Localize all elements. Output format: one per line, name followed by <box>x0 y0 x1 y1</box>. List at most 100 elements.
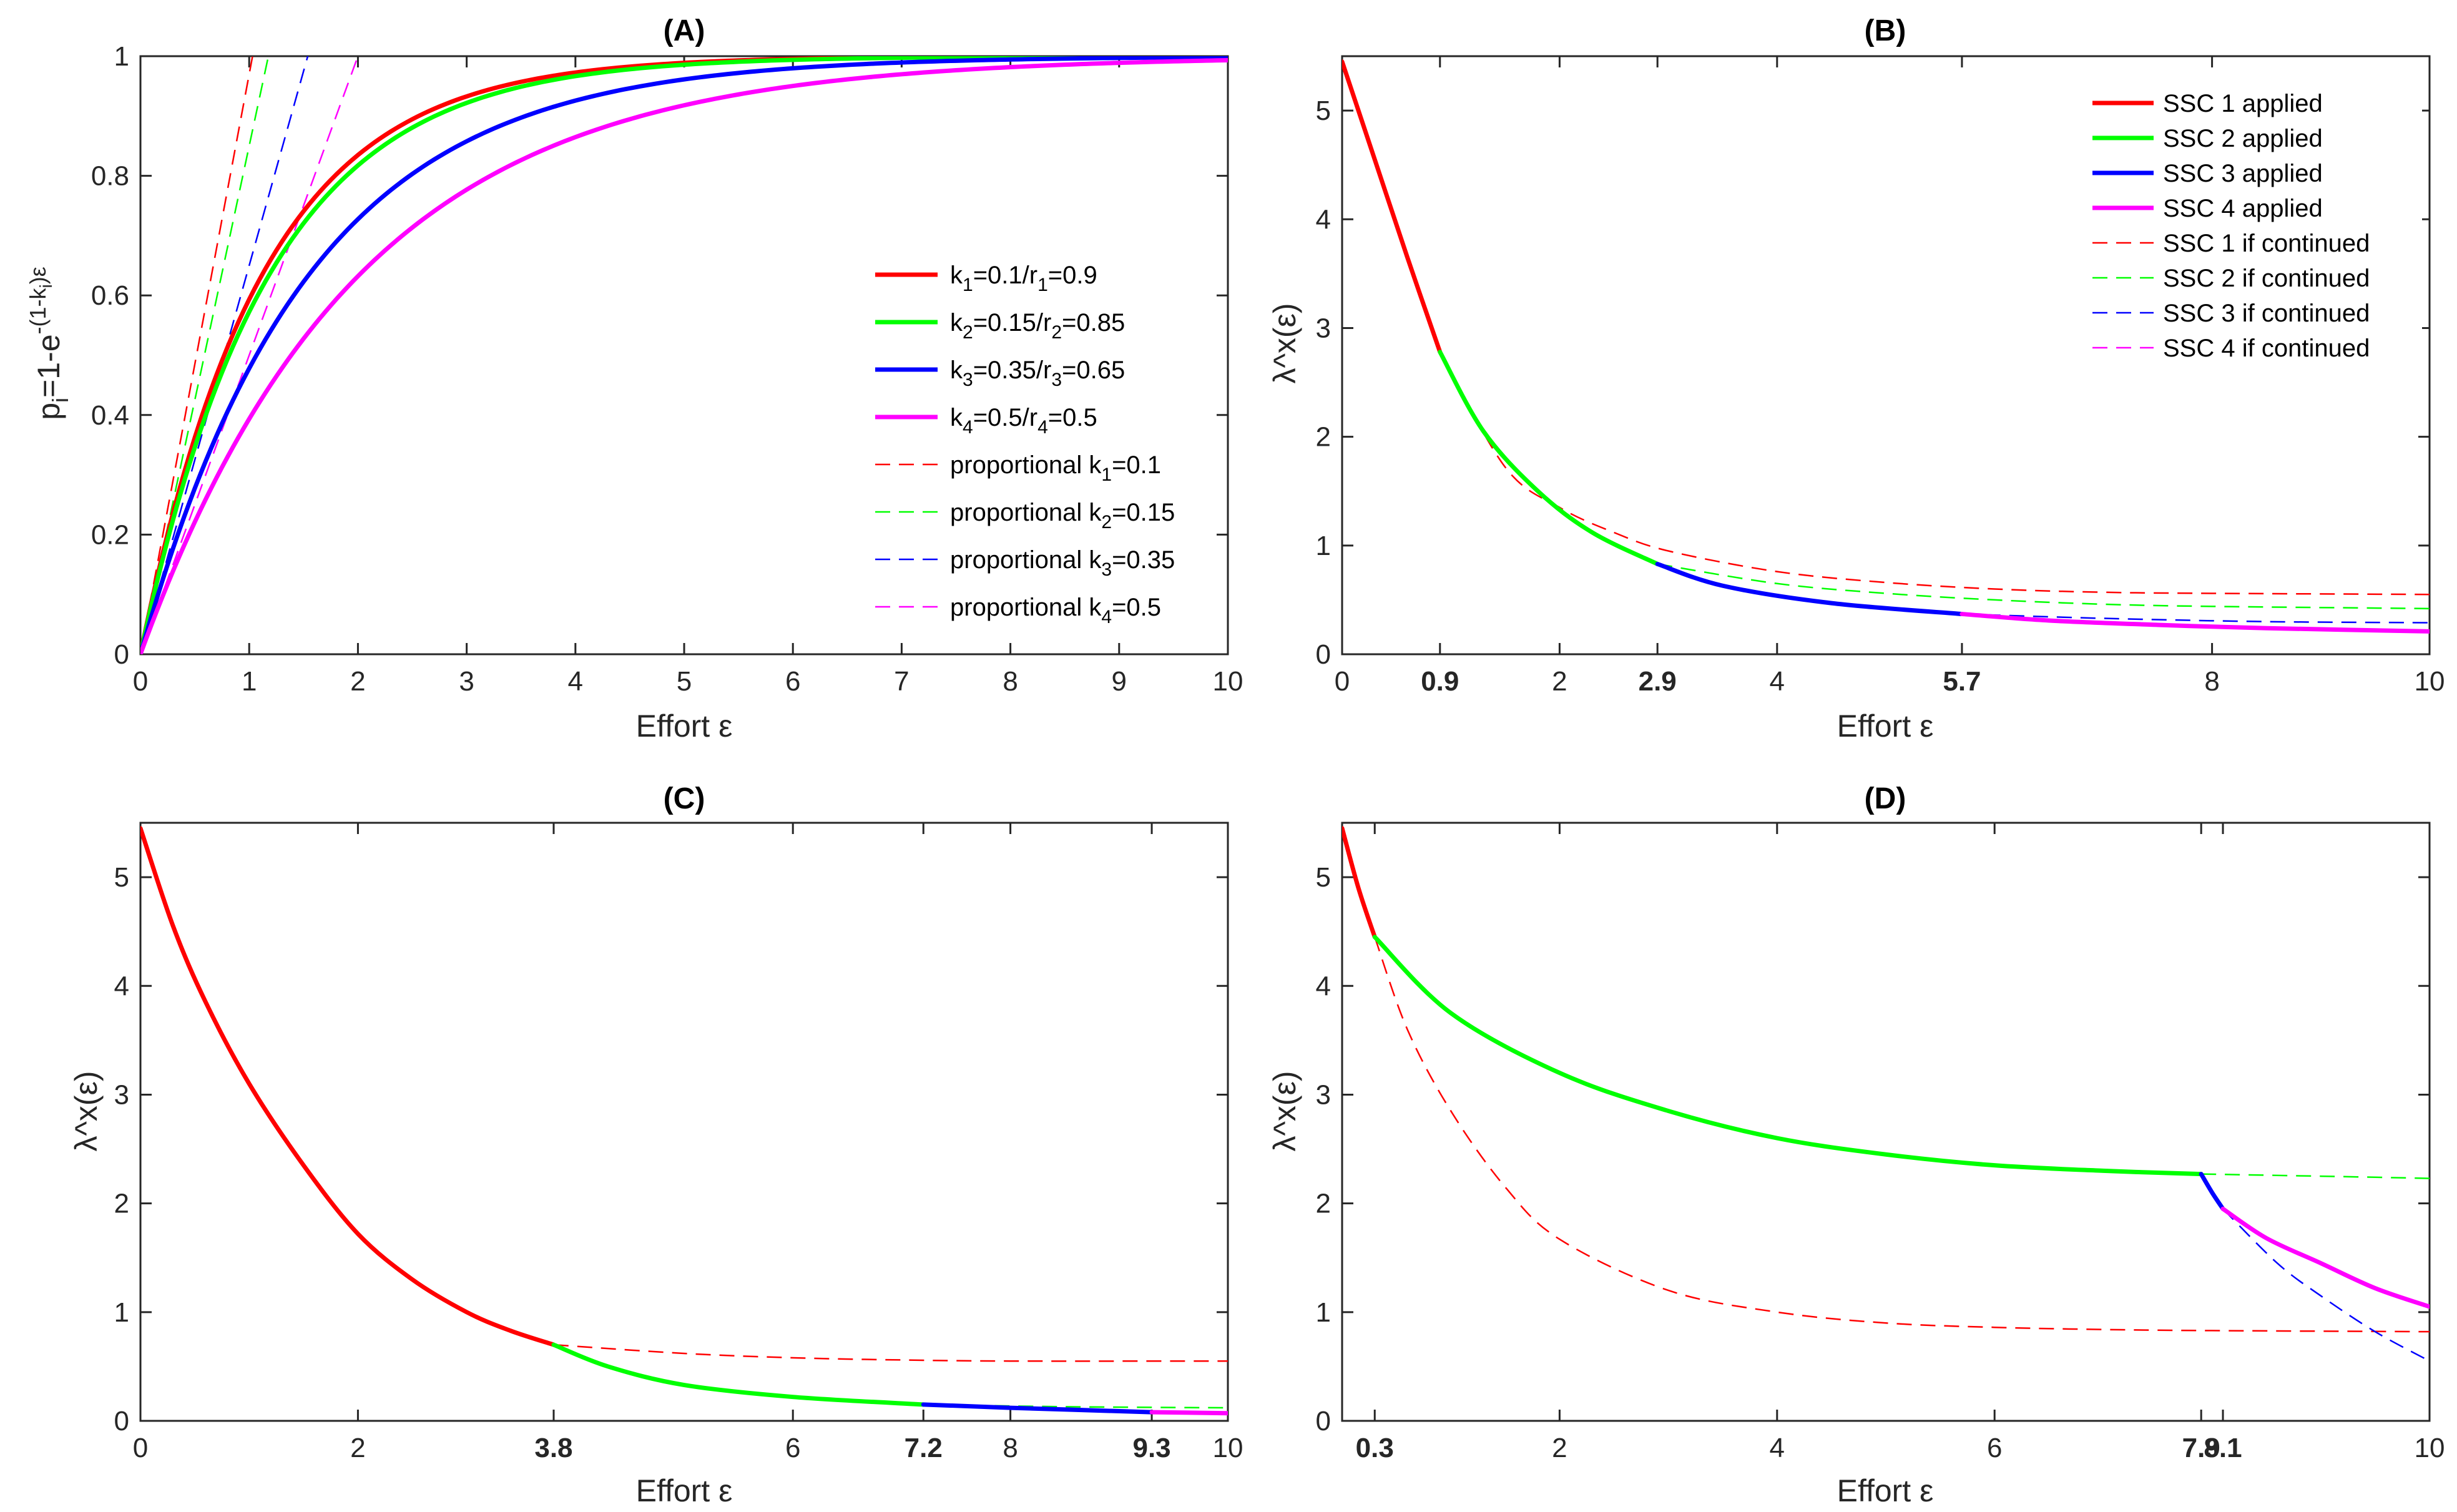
panel-a-xtick-label: 5 <box>677 666 692 697</box>
panel-b-legend-label: SSC 4 if continued <box>2163 335 2370 362</box>
panel-c-xtick-label: 10 <box>1213 1433 1243 1463</box>
panel-d-axes-box <box>1341 822 2431 1422</box>
panel-b-plot-area <box>1342 59 2430 634</box>
panel-b-legend-label: SSC 3 applied <box>2163 160 2323 187</box>
panel-b-xtick-label: 0.9 <box>1421 666 1459 697</box>
panel-a-xtick-label: 4 <box>568 666 583 697</box>
panel-b-ylabel: λ^x(ε) <box>1267 303 1302 383</box>
panel-d-xtick-label: 10 <box>2415 1433 2445 1463</box>
panel-c-xtick-label: 8 <box>1003 1433 1018 1463</box>
panel-a-ylabel: pi=1-e-(1-ki)ε <box>25 267 73 420</box>
panel-b-axes-box <box>1341 55 2431 655</box>
svg-text:λ^x(ε): λ^x(ε) <box>1267 303 1302 383</box>
panel-a-legend-label: proportional k3=0.35 <box>950 546 1175 580</box>
panel-c-ytick-label: 1 <box>114 1297 129 1328</box>
panel-c-xtick-label: 3.8 <box>534 1433 572 1463</box>
panel-c-xtick-label: 7.2 <box>905 1433 943 1463</box>
panel-b-series-ssc-3-if-continued <box>1961 613 2430 624</box>
panel-a-legend-label: proportional k2=0.15 <box>950 499 1175 533</box>
panel-c-ytick-label: 4 <box>114 971 129 1001</box>
panel-b-series-ssc-2-applied <box>1438 350 1660 566</box>
panel-d-xtick-label: 4 <box>1770 1433 1785 1463</box>
panel-b: (B) λ^x(ε) Effort ε 0 0.9 2 2.9 4 5.7 8 10 0 1 2 3 4… <box>1267 14 2445 744</box>
panel-c: (C) λ^x(ε) Effort ε 0 2 3.8 6 7.2 8 9.3 10 0 1 2 3 4… <box>69 782 1243 1508</box>
panel-a-legend-label: k1=0.1/r1=0.9 <box>950 262 1097 295</box>
panel-c-series-ssc-2-applied <box>551 1342 926 1407</box>
panel-a-series-k3-0-35-r3-0-65 <box>140 56 1228 654</box>
panel-d-title: (D) <box>1865 782 1906 815</box>
panel-d-xtick-label: 0.3 <box>1356 1433 1394 1463</box>
panel-a-xtick-label: 10 <box>1213 666 1243 697</box>
panel-b-series-ssc-2-if-continued <box>1657 563 2430 610</box>
panel-a-xtick-label: 2 <box>350 666 365 697</box>
panel-b-xtick-label: 8 <box>2204 666 2219 697</box>
panel-b-xtick-label: 10 <box>2415 666 2445 697</box>
panel-d-series-ssc-4-applied <box>2220 1206 2430 1309</box>
panel-a-legend-label: proportional k1=0.1 <box>950 451 1161 485</box>
panel-c-xtick-label: 2 <box>350 1433 365 1463</box>
panel-b-xtick-label: 2 <box>1552 666 1567 697</box>
panel-d-plot-area <box>1342 826 2430 1362</box>
panel-d-series-ssc-3-if-continued <box>2222 1208 2430 1362</box>
panel-c-ytick-label: 3 <box>114 1079 129 1110</box>
panel-a-plot-area <box>140 56 1228 654</box>
panel-a-xtick-label: 6 <box>785 666 800 697</box>
panel-b-legend-label: SSC 4 applied <box>2163 195 2323 222</box>
panel-a-ytick-label: 0.2 <box>91 519 129 550</box>
panel-a-legend-label: k4=0.5/r4=0.5 <box>950 404 1097 438</box>
panel-a-xlabel: Effort ε <box>636 709 733 744</box>
panel-c-plot-area <box>140 826 1228 1416</box>
panel-b-ytick-label: 2 <box>1316 422 1331 453</box>
panel-a-legend-label: proportional k4=0.5 <box>950 594 1161 627</box>
panel-d-ytick-label: 1 <box>1316 1297 1331 1328</box>
panel-a-series-k4-0-5-r4-0-5 <box>140 57 1228 654</box>
panel-b-legend-label: SSC 2 applied <box>2163 125 2323 152</box>
panel-c-series-ssc-4-applied <box>1149 1410 1228 1416</box>
panel-c-xtick-label: 0 <box>133 1433 148 1463</box>
panel-c-series-ssc-3-applied <box>921 1402 1154 1415</box>
panel-d-xtick-label: 6 <box>1987 1433 2002 1463</box>
panel-d: (D) λ^x(ε) Effort ε 0.3 2 4 6 7.98.1 10 0 1 2 3 4 5 <box>1267 782 2445 1508</box>
panel-b-ytick-label: 0 <box>1316 639 1331 670</box>
panel-c-title: (C) <box>664 782 705 815</box>
panel-b-ytick-label: 3 <box>1316 313 1331 343</box>
panel-a-title: (A) <box>664 14 705 47</box>
panel-b-xlabel: Effort ε <box>1837 709 1934 744</box>
panel-a-ytick-label: 0.4 <box>91 400 129 431</box>
panel-a-series-proportional-k4-0-5 <box>140 56 359 654</box>
panel-c-xlabel: Effort ε <box>636 1473 733 1508</box>
panel-c-ytick-label: 0 <box>114 1406 129 1436</box>
panel-a-xtick-label: 8 <box>1003 666 1018 697</box>
panel-b-title: (B) <box>1865 14 1906 47</box>
panel-c-xtick-label: 9.3 <box>1132 1433 1170 1463</box>
panel-a-xtick-label: 0 <box>133 666 148 697</box>
panel-c-axes-box <box>139 822 1229 1422</box>
panel-a-xtick-label: 9 <box>1112 666 1127 697</box>
panel-b-legend-label: SSC 1 applied <box>2163 90 2323 117</box>
panel-c-ytick-label: 2 <box>114 1189 129 1219</box>
panel-b-xtick-label: 5.7 <box>1943 666 1981 697</box>
panel-d-series-ssc-3-applied <box>2199 1172 2225 1211</box>
panel-c-ylabel: λ^x(ε) <box>69 1071 104 1151</box>
panel-d-series-ssc-1-if-continued <box>1374 936 2430 1333</box>
panel-b-series-ssc-3-applied <box>1655 561 1964 617</box>
svg-text:pi=1-e-(1-ki)ε: pi=1-e-(1-ki)ε <box>25 267 73 420</box>
panel-b-xtick-label: 0 <box>1335 666 1350 697</box>
panel-d-ytick-label: 3 <box>1316 1079 1331 1110</box>
panel-c-series-ssc-1-if-continued <box>553 1343 1228 1362</box>
panel-d-xtick-label: 8.1 <box>2204 1433 2242 1463</box>
panel-a-xtick-label: 1 <box>242 666 257 697</box>
panel-c-series-ssc-1-applied <box>140 826 556 1347</box>
panel-b-xtick-label: 2.9 <box>1639 666 1677 697</box>
panel-a: (A) pi=1-e-(1-ki)ε Effort ε 0 1 2 3 4 5 6 7 8 9 10… <box>25 14 1243 744</box>
panel-d-ylabel: λ^x(ε) <box>1267 1071 1302 1151</box>
panel-b-ytick-label: 5 <box>1316 96 1331 126</box>
panel-d-series-ssc-2-applied <box>1372 935 2204 1177</box>
panel-b-legend-label: SSC 3 if continued <box>2163 300 2370 327</box>
svg-text:λ^x(ε): λ^x(ε) <box>69 1071 104 1151</box>
panel-a-xtick-label: 7 <box>894 666 909 697</box>
panel-a-legend-label: k3=0.35/r3=0.65 <box>950 356 1125 390</box>
panel-d-xlabel: Effort ε <box>1837 1473 1934 1508</box>
panel-c-xtick-label: 6 <box>785 1433 800 1463</box>
